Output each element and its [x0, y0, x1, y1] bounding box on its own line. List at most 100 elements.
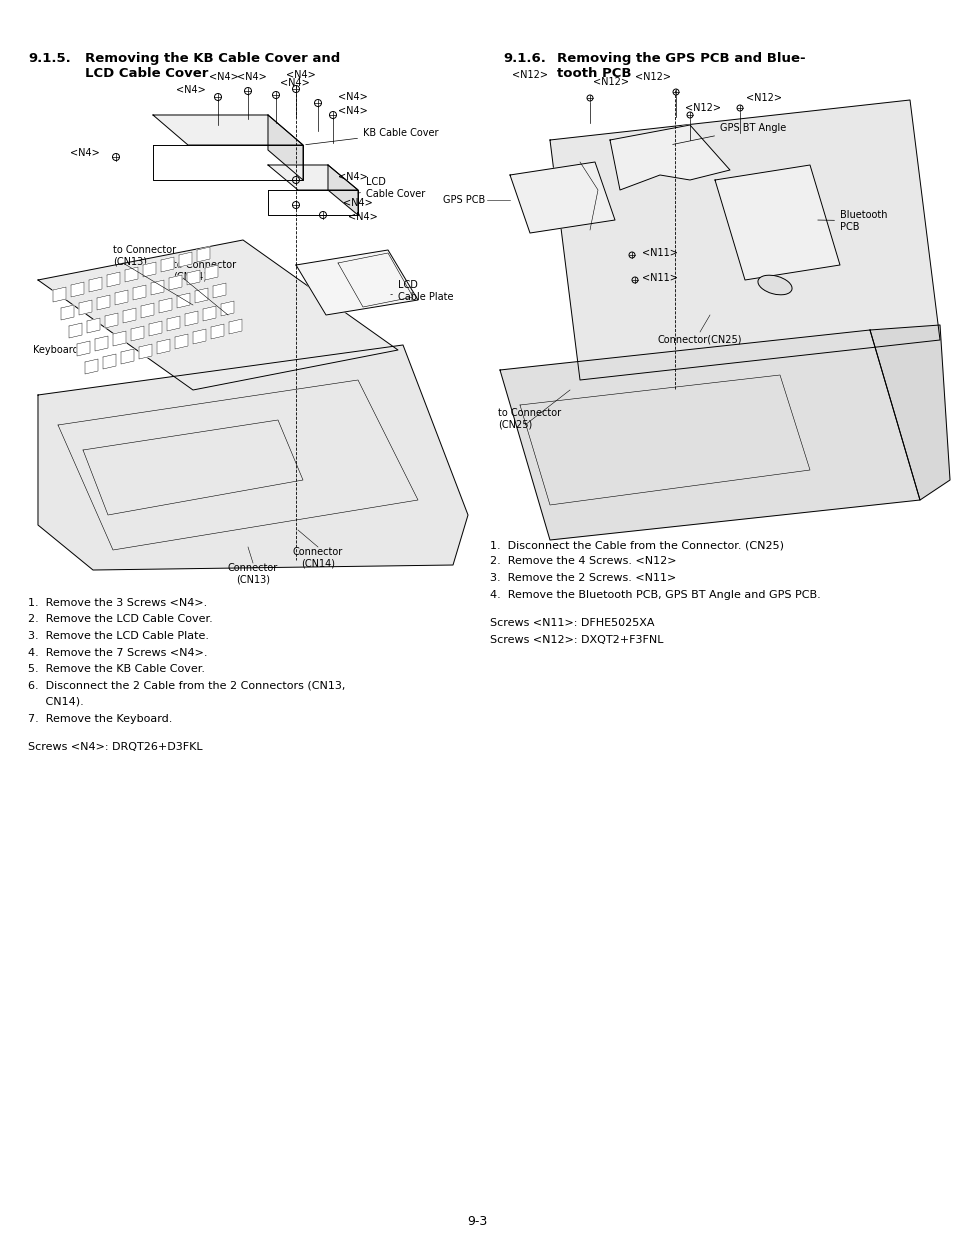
Polygon shape: [211, 324, 224, 338]
Polygon shape: [95, 336, 108, 351]
Text: <N4>: <N4>: [337, 106, 367, 116]
Polygon shape: [61, 305, 74, 320]
Text: GPS PCB: GPS PCB: [442, 195, 484, 205]
Text: GPS BT Angle: GPS BT Angle: [672, 124, 785, 144]
Polygon shape: [152, 115, 303, 144]
Polygon shape: [185, 311, 198, 326]
Text: <N12>: <N12>: [635, 72, 670, 82]
Text: to Connector
(CN13): to Connector (CN13): [112, 245, 176, 267]
Polygon shape: [169, 275, 182, 290]
Polygon shape: [177, 293, 190, 308]
Text: Screws <N4>: DRQT26+D3FKL: Screws <N4>: DRQT26+D3FKL: [28, 742, 202, 752]
Text: <N4>: <N4>: [343, 198, 373, 207]
Polygon shape: [205, 266, 218, 280]
Polygon shape: [132, 285, 146, 300]
Text: LCD
Cable Plate: LCD Cable Plate: [391, 280, 453, 301]
Polygon shape: [143, 262, 156, 277]
Polygon shape: [115, 290, 128, 305]
Text: 3.  Remove the LCD Cable Plate.: 3. Remove the LCD Cable Plate.: [28, 631, 209, 641]
Text: Removing the KB Cable Cover and: Removing the KB Cable Cover and: [85, 52, 340, 65]
Polygon shape: [295, 249, 417, 315]
Polygon shape: [194, 288, 208, 303]
Text: 4.  Remove the Bluetooth PCB, GPS BT Angle and GPS PCB.: 4. Remove the Bluetooth PCB, GPS BT Angl…: [490, 589, 820, 599]
Text: to Connector
(CN14): to Connector (CN14): [172, 261, 236, 282]
Polygon shape: [161, 257, 173, 272]
Text: <N4>: <N4>: [176, 85, 206, 95]
Polygon shape: [550, 100, 939, 380]
Text: Screws <N11>: DFHE5025XA: Screws <N11>: DFHE5025XA: [490, 618, 654, 629]
Polygon shape: [609, 125, 729, 190]
Text: <N4>: <N4>: [280, 78, 310, 88]
Text: 9-3: 9-3: [466, 1215, 487, 1228]
Text: 4.  Remove the 7 Screws <N4>.: 4. Remove the 7 Screws <N4>.: [28, 647, 208, 657]
Text: <N4>: <N4>: [237, 72, 267, 82]
Text: LCD Cable Cover: LCD Cable Cover: [85, 67, 208, 80]
Polygon shape: [159, 298, 172, 312]
Polygon shape: [203, 306, 215, 321]
Text: Screws <N12>: DXQT2+F3FNL: Screws <N12>: DXQT2+F3FNL: [490, 635, 662, 645]
Text: Connector: Connector: [293, 547, 343, 557]
Text: <N12>: <N12>: [684, 103, 720, 112]
Polygon shape: [149, 321, 162, 336]
Text: Connector(CN25): Connector(CN25): [657, 335, 741, 345]
Polygon shape: [221, 301, 233, 316]
Text: <N11>: <N11>: [641, 273, 678, 283]
Polygon shape: [157, 338, 170, 354]
Polygon shape: [268, 115, 303, 180]
Polygon shape: [79, 300, 91, 315]
Polygon shape: [123, 308, 136, 324]
Text: 3.  Remove the 2 Screws. <N11>: 3. Remove the 2 Screws. <N11>: [490, 573, 676, 583]
Polygon shape: [71, 282, 84, 296]
Polygon shape: [141, 303, 153, 317]
Polygon shape: [179, 252, 192, 267]
Polygon shape: [193, 329, 206, 345]
Polygon shape: [869, 325, 949, 500]
Polygon shape: [103, 354, 116, 369]
Text: Connector: Connector: [228, 563, 278, 573]
Polygon shape: [196, 247, 210, 262]
Text: Removing the GPS PCB and Blue-: Removing the GPS PCB and Blue-: [557, 52, 804, 65]
Ellipse shape: [757, 275, 791, 295]
Text: <N12>: <N12>: [512, 70, 547, 80]
Text: 2.  Remove the LCD Cable Cover.: 2. Remove the LCD Cable Cover.: [28, 615, 213, 625]
Polygon shape: [167, 316, 180, 331]
Polygon shape: [121, 350, 133, 364]
Polygon shape: [131, 326, 144, 341]
Text: (CN14): (CN14): [301, 558, 335, 568]
Text: <N4>: <N4>: [71, 148, 100, 158]
Polygon shape: [97, 295, 110, 310]
Text: 2.  Remove the 4 Screws. <N12>: 2. Remove the 4 Screws. <N12>: [490, 557, 676, 567]
Text: 5.  Remove the KB Cable Cover.: 5. Remove the KB Cable Cover.: [28, 664, 205, 674]
Polygon shape: [105, 312, 118, 329]
Text: LCD
Cable Cover: LCD Cable Cover: [357, 177, 425, 199]
Text: 9.1.5.: 9.1.5.: [28, 52, 71, 65]
Text: <N4>: <N4>: [337, 172, 367, 182]
Polygon shape: [112, 331, 126, 346]
Text: 1.  Disconnect the Cable from the Connector. (CN25): 1. Disconnect the Cable from the Connect…: [490, 540, 783, 550]
Text: <N11>: <N11>: [641, 248, 678, 258]
Polygon shape: [174, 333, 188, 350]
Polygon shape: [107, 272, 120, 287]
Text: <N4>: <N4>: [209, 72, 238, 82]
Text: to Connector
(CN25): to Connector (CN25): [497, 408, 560, 430]
Polygon shape: [53, 287, 66, 303]
Polygon shape: [89, 277, 102, 291]
Polygon shape: [87, 317, 100, 333]
Text: 7.  Remove the Keyboard.: 7. Remove the Keyboard.: [28, 714, 172, 724]
Text: tooth PCB: tooth PCB: [557, 67, 631, 80]
Text: <N12>: <N12>: [745, 93, 781, 103]
Text: Bluetooth
PCB: Bluetooth PCB: [817, 210, 886, 232]
Polygon shape: [714, 165, 840, 280]
Polygon shape: [187, 270, 200, 285]
Text: KB Cable Cover: KB Cable Cover: [305, 128, 438, 144]
Polygon shape: [69, 324, 82, 338]
Text: <N12>: <N12>: [593, 77, 628, 86]
Polygon shape: [268, 165, 357, 190]
Polygon shape: [328, 165, 357, 215]
Text: 1.  Remove the 3 Screws <N4>.: 1. Remove the 3 Screws <N4>.: [28, 598, 207, 608]
Polygon shape: [139, 345, 152, 359]
Polygon shape: [77, 341, 90, 356]
Polygon shape: [151, 280, 164, 295]
Polygon shape: [38, 240, 397, 390]
Text: Keyboard: Keyboard: [33, 345, 79, 354]
